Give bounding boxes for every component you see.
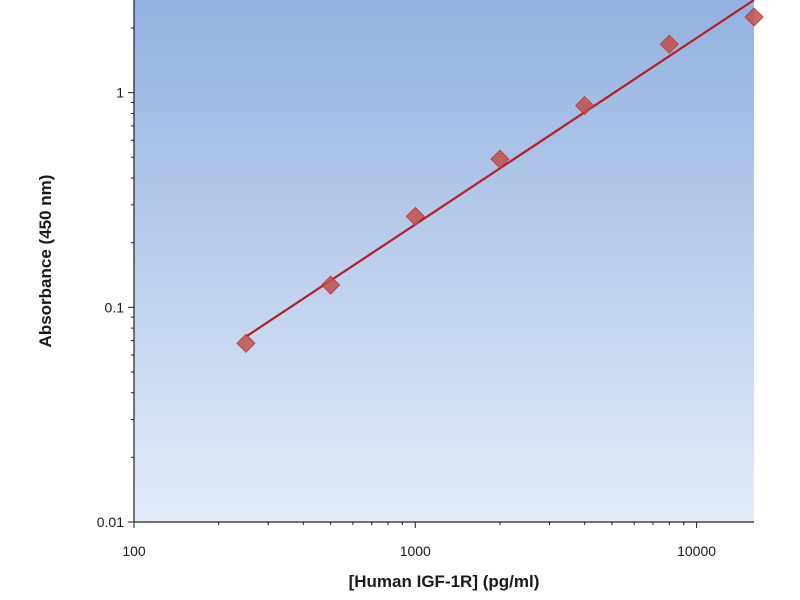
data-point <box>490 149 510 169</box>
tick-labels: 100 1000 10000 0.01 0.1 1 <box>97 85 717 559</box>
data-point <box>575 96 595 116</box>
y-tick-label: 0.1 <box>105 299 125 315</box>
data-point <box>236 333 256 353</box>
x-tick-label: 10000 <box>677 543 716 559</box>
x-tick-label: 1000 <box>400 543 431 559</box>
data-point <box>659 34 679 54</box>
y-tick-label: 1 <box>116 85 124 101</box>
data-point <box>321 275 341 295</box>
x-tick-label: 100 <box>122 543 146 559</box>
y-axis-title: Absorbance (450 nm) <box>36 175 55 348</box>
data-point <box>405 206 425 227</box>
axes <box>128 0 754 528</box>
data-point <box>744 7 764 27</box>
x-axis-title: [Human IGF-1R] (pg/ml) <box>349 572 540 591</box>
y-tick-label: 0.01 <box>97 514 124 530</box>
plot-area <box>134 0 754 522</box>
data-points <box>236 7 764 353</box>
